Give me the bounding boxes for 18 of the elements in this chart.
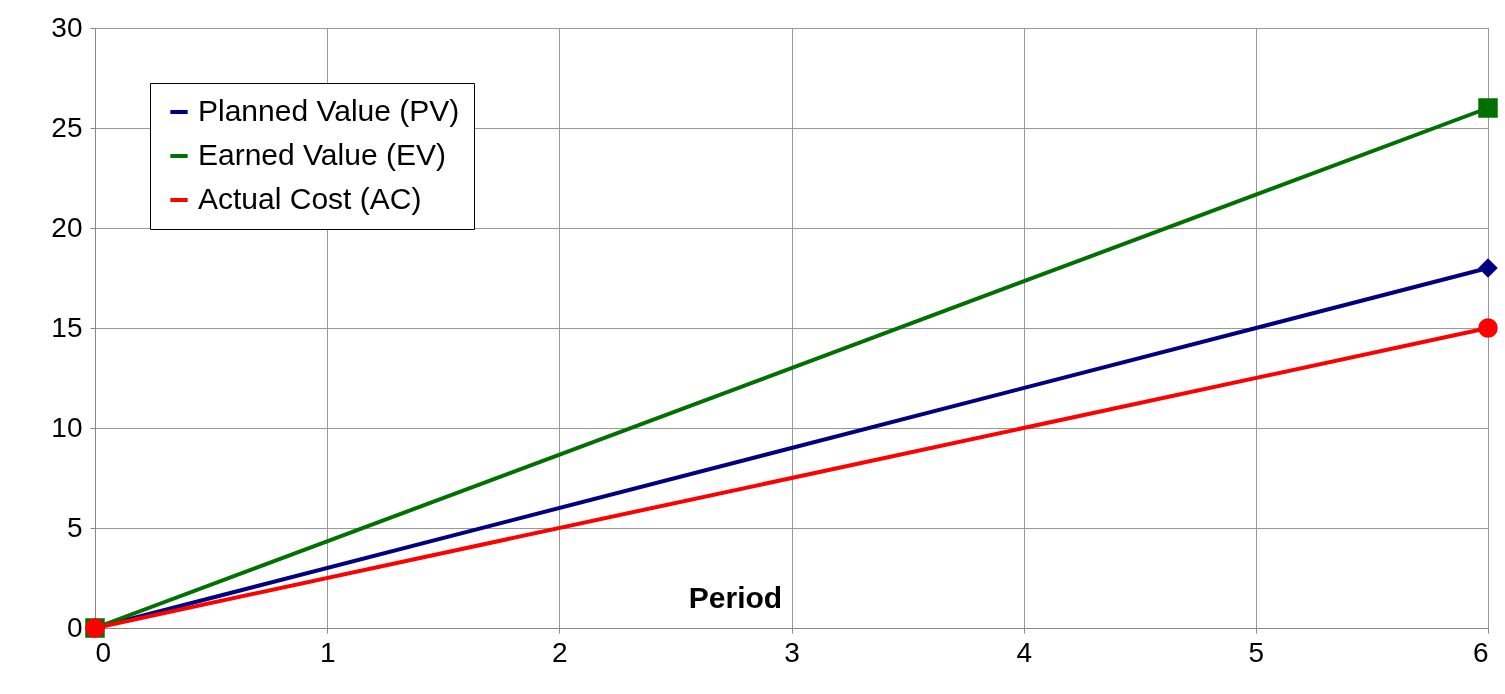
x-tick-label: 6 <box>1472 636 1489 668</box>
x-axis-title: Period <box>688 580 783 614</box>
y-tick-label: 10 <box>51 411 83 443</box>
y-tick-label: 20 <box>51 211 83 243</box>
legend-label: Earned Value (EV) <box>198 138 446 171</box>
y-tick-label: 30 <box>51 11 83 43</box>
legend-label: Actual Cost (AC) <box>198 182 422 215</box>
x-tick-label: 0 <box>95 636 112 668</box>
y-tick-label: 15 <box>51 311 83 343</box>
x-tick-label: 1 <box>319 636 336 668</box>
y-tick-label: 5 <box>66 511 83 543</box>
x-tick-label: 3 <box>784 636 800 668</box>
y-tick-label: 25 <box>51 111 83 143</box>
legend-label: Planned Value (PV) <box>198 94 460 127</box>
x-tick-label: 2 <box>552 636 568 668</box>
x-tick-label: 5 <box>1248 636 1265 668</box>
y-tick-label: 0 <box>66 611 83 643</box>
x-tick-label: 4 <box>1016 636 1032 668</box>
